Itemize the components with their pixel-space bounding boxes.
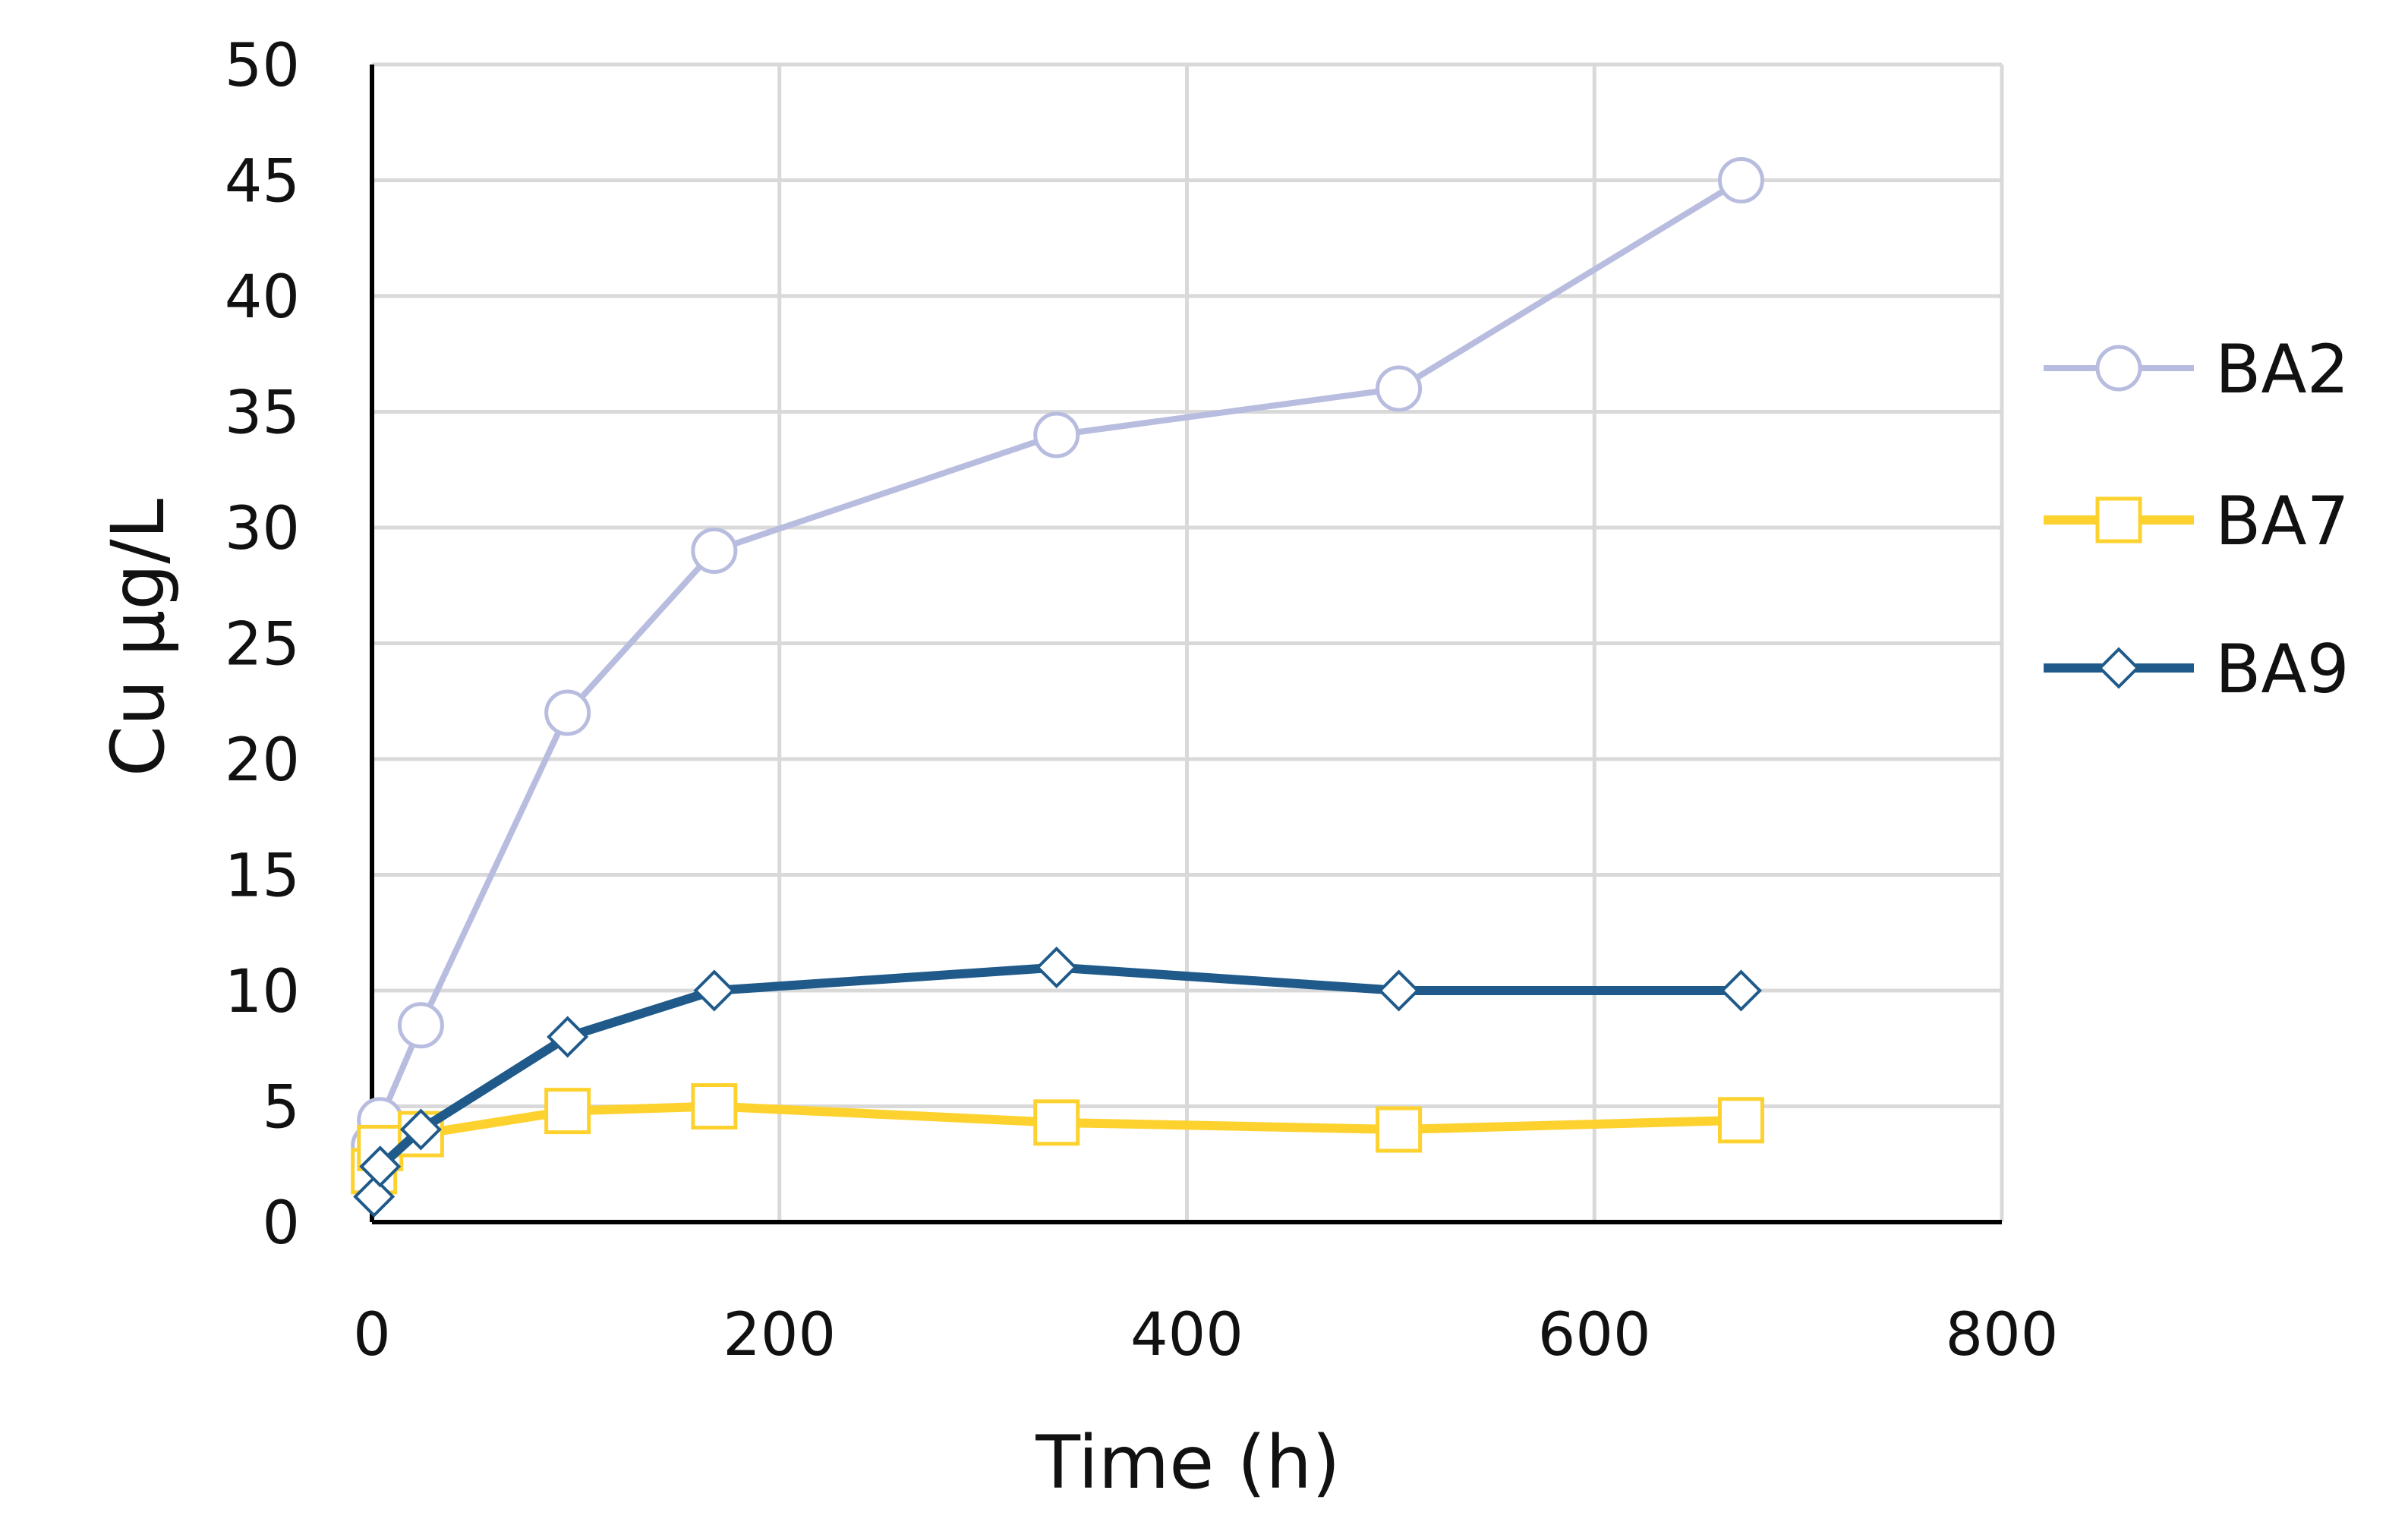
- data-point: [1376, 365, 1423, 412]
- data-point: [1035, 946, 1078, 989]
- chart-legend: BA2 BA7 BA9: [2044, 330, 2350, 708]
- y-tick-label: 5: [262, 1074, 300, 1142]
- y-axis-title: Cu µg/L: [96, 499, 181, 777]
- data-point: [1717, 157, 1764, 203]
- data-point: [353, 1175, 396, 1218]
- data-point: [1376, 1106, 1423, 1153]
- x-axis-title: Time (h): [1035, 1420, 1340, 1505]
- data-point: [693, 969, 736, 1012]
- legend-entry-ba7: BA7: [2044, 482, 2350, 560]
- diamond-marker: [2098, 647, 2140, 689]
- y-tick-label: 40: [225, 263, 300, 332]
- y-tick-label: 25: [225, 611, 300, 679]
- series-line: [369, 962, 1746, 1202]
- y-tick-label: 35: [225, 380, 300, 448]
- data-point: [1717, 1097, 1764, 1144]
- chart-grid: [370, 62, 2004, 1224]
- circle-marker: [2095, 345, 2142, 392]
- chart-axes: [370, 65, 2002, 1224]
- y-tick-label: 0: [262, 1189, 300, 1258]
- data-point: [691, 1083, 738, 1129]
- x-tick-label: 800: [1946, 1301, 2059, 1369]
- x-tick-label: 600: [1538, 1301, 1651, 1369]
- x-tick-label: 400: [1130, 1301, 1243, 1369]
- y-tick-label: 15: [225, 843, 300, 911]
- legend-label: BA7: [2215, 482, 2350, 560]
- data-point: [399, 1108, 442, 1151]
- legend-entry-ba2: BA2: [2044, 330, 2350, 408]
- data-point: [547, 1016, 589, 1058]
- y-tick-label: 10: [225, 958, 300, 1026]
- data-point: [1033, 1099, 1080, 1146]
- data-point: [359, 1145, 402, 1188]
- chart-tick-labels: 0 5 10 15 20 25 30 35 40 45 50 0 200 400 600 800: [225, 32, 2059, 1369]
- series-ba9: [353, 946, 1763, 1218]
- y-tick-label: 50: [225, 32, 300, 100]
- square-marker: [2095, 496, 2142, 543]
- x-tick-label: 200: [723, 1301, 836, 1369]
- legend-label: BA2: [2215, 330, 2350, 408]
- y-tick-label: 20: [225, 726, 300, 795]
- data-point: [544, 689, 591, 736]
- data-point: [1033, 411, 1080, 458]
- data-point: [1378, 969, 1420, 1012]
- series-line: [370, 177, 1745, 1149]
- data-point: [1719, 969, 1763, 1012]
- data-point: [544, 1088, 591, 1135]
- legend-label: BA9: [2215, 630, 2350, 708]
- series-ba7: [351, 1083, 1764, 1195]
- legend-entry-ba9: BA9: [2044, 630, 2350, 708]
- series-ba2: [351, 157, 1764, 1169]
- y-tick-label: 30: [225, 495, 300, 563]
- y-tick-label: 45: [225, 148, 300, 216]
- x-tick-label: 0: [353, 1301, 391, 1369]
- data-point: [691, 528, 738, 574]
- data-point: [397, 1002, 444, 1049]
- chart-series: [351, 157, 1764, 1218]
